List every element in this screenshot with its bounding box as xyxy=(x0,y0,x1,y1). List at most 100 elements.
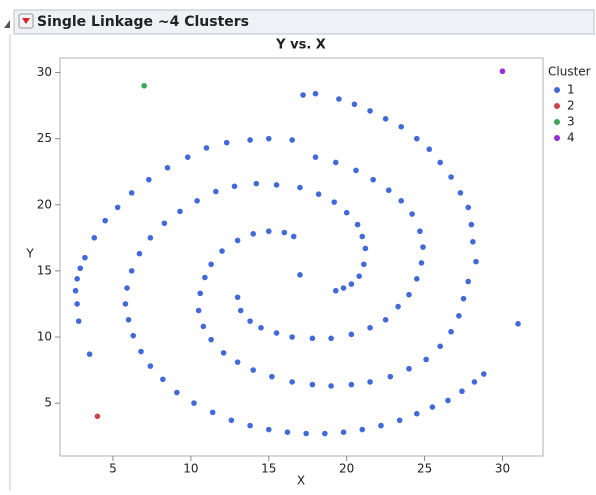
point xyxy=(348,281,355,287)
point xyxy=(395,303,401,310)
point xyxy=(437,159,443,166)
point xyxy=(359,426,366,433)
point xyxy=(460,295,467,302)
point xyxy=(413,410,420,417)
point xyxy=(367,108,373,114)
menu-icon xyxy=(22,18,30,24)
point xyxy=(332,287,339,294)
point xyxy=(418,260,425,266)
disclosure-icon[interactable] xyxy=(4,20,10,28)
point xyxy=(174,389,180,396)
point xyxy=(417,228,423,235)
point xyxy=(473,258,479,265)
point xyxy=(297,184,303,191)
point xyxy=(74,301,80,307)
point xyxy=(213,188,219,195)
point xyxy=(191,400,197,406)
y-tick-label: 20 xyxy=(37,197,52,211)
point xyxy=(457,190,464,196)
point xyxy=(253,180,260,187)
point xyxy=(114,204,121,211)
y-axis-label: Y xyxy=(25,247,34,261)
point xyxy=(273,330,280,336)
point xyxy=(147,363,154,369)
point xyxy=(284,429,291,435)
chart-title: Y vs. X xyxy=(275,38,326,53)
point xyxy=(331,199,338,205)
point xyxy=(141,82,147,89)
point xyxy=(265,228,272,235)
point xyxy=(297,272,303,278)
point xyxy=(456,313,462,319)
point xyxy=(309,335,316,342)
point xyxy=(382,317,389,323)
point xyxy=(124,285,130,291)
point xyxy=(203,145,210,151)
point xyxy=(136,250,143,257)
x-tick-label: 25 xyxy=(417,462,432,476)
point xyxy=(94,413,101,420)
point xyxy=(208,336,214,343)
point xyxy=(177,208,183,215)
x-axis-label: X xyxy=(297,474,305,488)
point xyxy=(328,335,334,342)
point xyxy=(406,365,412,372)
legend-label: 2 xyxy=(567,99,575,113)
point xyxy=(247,137,253,143)
x-tick-label: 10 xyxy=(183,462,198,476)
point xyxy=(303,430,309,437)
point xyxy=(195,307,202,314)
point xyxy=(161,220,168,227)
y-tick-label: 15 xyxy=(37,263,52,277)
legend-marker xyxy=(554,87,560,93)
point xyxy=(290,233,297,240)
point xyxy=(448,174,454,180)
point xyxy=(74,276,80,282)
point xyxy=(197,290,204,297)
point xyxy=(398,123,405,130)
plot-frame xyxy=(59,57,544,457)
legend-marker xyxy=(554,135,560,141)
point xyxy=(82,254,88,261)
point xyxy=(378,422,384,429)
point xyxy=(448,328,454,335)
point xyxy=(426,146,433,153)
point xyxy=(122,301,129,307)
point xyxy=(362,245,369,252)
point xyxy=(164,164,171,171)
point xyxy=(184,154,191,160)
point xyxy=(367,324,373,331)
x-tick-label: 15 xyxy=(261,462,276,476)
y-tick-label: 10 xyxy=(37,329,52,343)
point xyxy=(465,204,472,211)
point xyxy=(138,348,144,355)
point xyxy=(465,278,472,285)
legend-label: 4 xyxy=(567,131,575,145)
point xyxy=(194,198,200,204)
legend-label: 1 xyxy=(567,83,575,97)
point xyxy=(208,261,214,268)
point xyxy=(281,229,288,236)
point xyxy=(332,159,339,166)
point xyxy=(86,351,93,357)
point xyxy=(413,276,420,282)
point xyxy=(223,139,230,146)
point xyxy=(409,211,415,217)
point xyxy=(437,343,443,350)
point xyxy=(515,320,521,327)
point xyxy=(353,167,359,174)
point xyxy=(234,294,241,301)
point xyxy=(250,231,256,237)
legend-marker xyxy=(554,119,560,125)
point xyxy=(289,334,295,340)
point xyxy=(273,182,280,188)
point xyxy=(219,248,225,254)
point xyxy=(340,285,347,291)
point xyxy=(480,371,487,377)
point xyxy=(130,332,137,339)
point xyxy=(309,381,316,388)
point xyxy=(423,356,429,363)
point xyxy=(322,430,328,437)
